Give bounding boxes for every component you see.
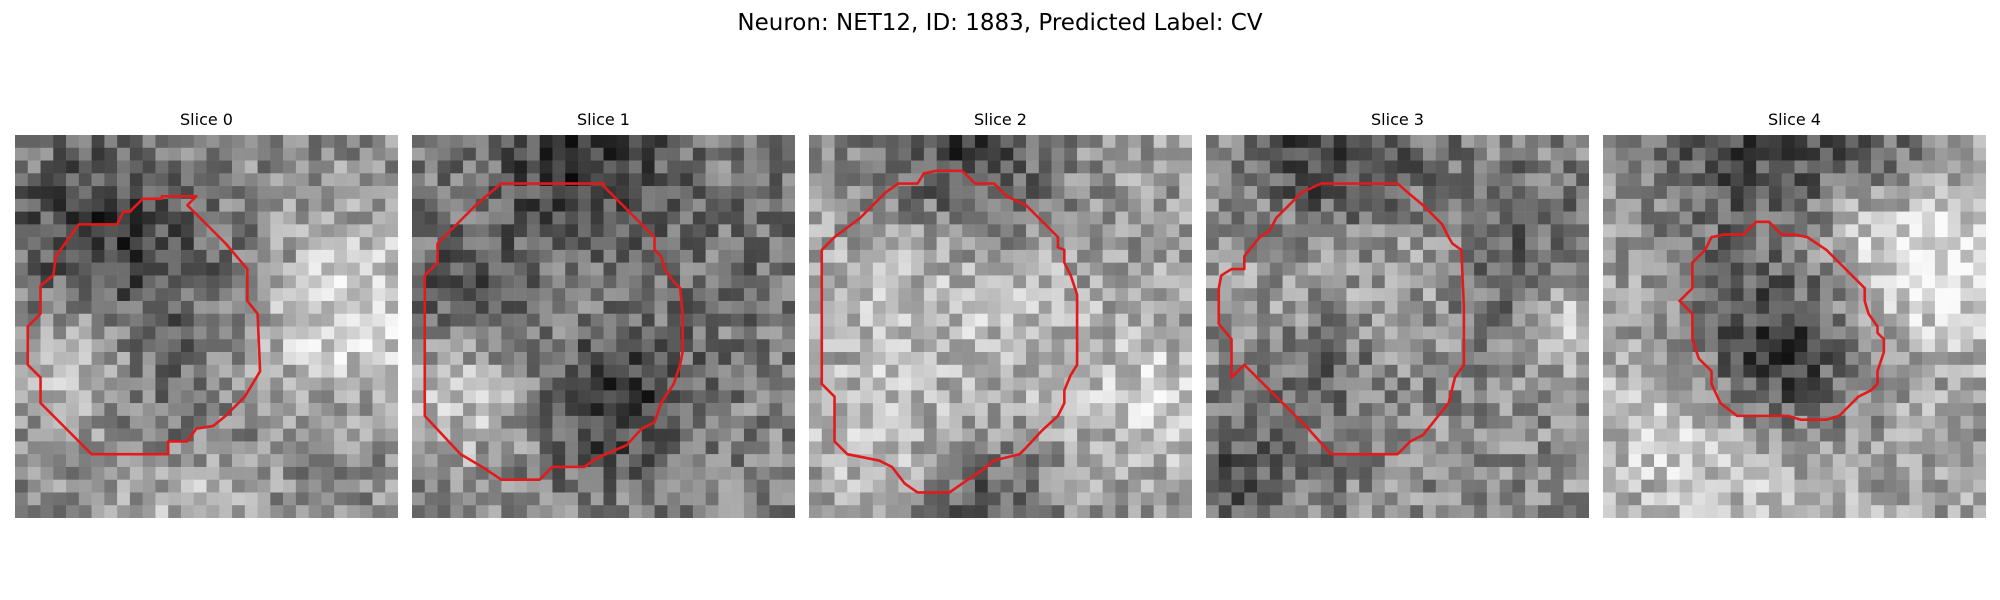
contour-outline [425,184,683,480]
slice-image [809,135,1192,518]
image-pixels [15,135,398,518]
slice-svg [1206,135,1589,518]
slice-title: Slice 0 [180,110,233,129]
slice-svg [1603,135,1986,518]
slice-panel-2: Slice 2 [809,108,1192,518]
slice-title: Slice 3 [1371,110,1424,129]
slice-title: Slice 4 [1768,110,1821,129]
contour-outline [1680,222,1884,420]
slice-panel-3: Slice 3 [1206,108,1589,518]
slice-title: Slice 2 [974,110,1027,129]
contour-outline [822,171,1077,493]
slice-svg [809,135,1192,518]
slice-panel-1: Slice 1 [412,108,795,518]
figure-title: Neuron: NET12, ID: 1883, Predicted Label… [737,10,1263,36]
image-pixels [412,135,795,518]
contour-outline [1219,184,1464,455]
slice-image [1206,135,1589,518]
contour-outline [28,196,260,454]
slice-panel-0: Slice 0 [15,108,398,518]
slice-panel-4: Slice 4 [1603,108,1986,518]
image-pixels [1206,135,1589,518]
slice-image [1603,135,1986,518]
image-pixels [809,135,1192,518]
slice-image [15,135,398,518]
image-pixels [1603,135,1986,518]
slice-image [412,135,795,518]
slice-svg [412,135,795,518]
slice-svg [15,135,398,518]
slice-title: Slice 1 [577,110,630,129]
